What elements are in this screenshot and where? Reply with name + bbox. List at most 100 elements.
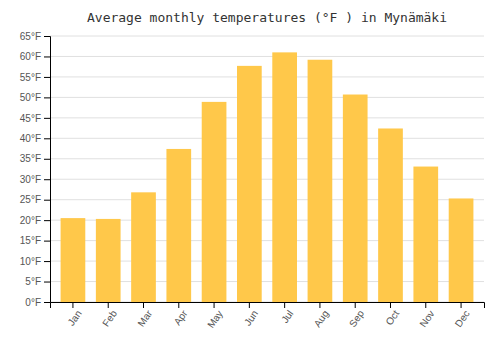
- x-tick-mark: [355, 302, 356, 308]
- y-tick-label: 55°F: [20, 72, 41, 83]
- y-tick-mark: [44, 138, 50, 139]
- bar: [166, 149, 191, 302]
- grid-line: [50, 36, 484, 37]
- y-tick-label: 0°F: [25, 297, 41, 308]
- x-tick-label: Oct: [383, 308, 401, 327]
- x-tick: Dec: [453, 302, 472, 329]
- bar: [272, 52, 297, 302]
- grid-line: [50, 97, 484, 98]
- y-tick: 25°F: [20, 194, 50, 205]
- x-tick-label: Jun: [242, 308, 260, 328]
- grid: [50, 36, 484, 302]
- x-tick-label: Jul: [279, 308, 295, 325]
- y-tick: 35°F: [20, 153, 50, 164]
- grid-line: [50, 76, 484, 77]
- y-tick: 50°F: [20, 92, 50, 103]
- y-tick-label: 30°F: [20, 174, 41, 185]
- x-tick-mark: [319, 302, 320, 308]
- y-tick: 15°F: [20, 235, 50, 246]
- bar: [237, 66, 262, 302]
- x-tick-label: Jan: [65, 308, 83, 328]
- y-tick: 60°F: [20, 51, 50, 62]
- y-tick-label: 60°F: [20, 51, 41, 62]
- x-tick-label: Nov: [417, 308, 436, 329]
- x-tick: Mar: [135, 302, 154, 329]
- x-tick-label: Sep: [347, 308, 366, 329]
- x-tick: May: [205, 302, 225, 330]
- bar: [378, 128, 403, 302]
- x-tick: Aug: [312, 302, 331, 329]
- y-axis: 0°F 5°F 10°F 15°F 20°F 25°F 30°F 35°F 40°F 45°F 50…: [20, 31, 51, 308]
- bar: [449, 198, 474, 302]
- x-tick: Nov: [417, 302, 436, 329]
- bars: [61, 52, 474, 302]
- x-tick: Sep: [347, 302, 366, 329]
- x-tick-mark: [249, 302, 250, 308]
- y-tick: 65°F: [20, 31, 50, 42]
- y-tick: 0°F: [25, 297, 50, 308]
- y-tick-label: 50°F: [20, 92, 41, 103]
- x-tick: Feb: [100, 302, 119, 329]
- bar: [343, 95, 368, 302]
- y-axis-line: [44, 37, 51, 303]
- y-tick-mark: [44, 282, 50, 283]
- bar: [202, 102, 227, 302]
- y-tick-label: 25°F: [20, 194, 41, 205]
- y-tick: 5°F: [25, 276, 50, 287]
- x-tick-mark: [390, 302, 391, 308]
- x-tick-label: May: [205, 308, 225, 330]
- x-tick: Apr: [172, 302, 190, 327]
- bar: [96, 219, 121, 302]
- x-tick-mark: [214, 302, 215, 308]
- y-tick-label: 45°F: [20, 113, 41, 124]
- y-tick: 20°F: [20, 215, 50, 226]
- y-tick-label: 65°F: [20, 31, 41, 42]
- y-tick: 30°F: [20, 174, 50, 185]
- y-tick-mark: [44, 56, 50, 57]
- y-tick-label: 15°F: [20, 235, 41, 246]
- grid-line: [50, 56, 484, 57]
- y-tick-mark: [44, 118, 50, 119]
- x-axis: Jan Feb Mar Apr May Jun Jul Aug Sep Oct Nov Dec: [51, 302, 485, 330]
- y-tick-mark: [44, 179, 50, 180]
- x-tick: Jan: [65, 302, 83, 328]
- y-tick-mark: [44, 241, 50, 242]
- y-tick-label: 5°F: [25, 276, 41, 287]
- grid-line: [50, 158, 484, 159]
- x-tick-mark: [143, 302, 144, 308]
- x-tick: Jul: [279, 302, 295, 325]
- bar: [308, 60, 333, 302]
- y-tick-label: 40°F: [20, 133, 41, 144]
- grid-line: [50, 117, 484, 118]
- chart: 0°F 5°F 10°F 15°F 20°F 25°F 30°F 35°F 40°F 45°F 50…: [0, 0, 500, 350]
- x-axis-line: [51, 303, 485, 309]
- bar: [131, 192, 156, 302]
- x-tick-mark: [284, 302, 285, 308]
- y-tick: 40°F: [20, 133, 50, 144]
- x-tick: Jun: [242, 302, 260, 328]
- x-tick-label: Dec: [453, 308, 472, 329]
- y-tick-label: 10°F: [20, 256, 41, 267]
- title: Average monthly temperatures (°F ) in My…: [87, 10, 447, 25]
- x-tick-mark: [425, 302, 426, 308]
- y-tick-mark: [44, 261, 50, 262]
- x-tick-mark: [178, 302, 179, 308]
- y-tick: 10°F: [20, 256, 50, 267]
- bar: [61, 218, 86, 302]
- y-tick-mark: [44, 200, 50, 201]
- x-tick-mark: [72, 302, 73, 308]
- y-tick-mark: [44, 220, 50, 221]
- x-tick: Oct: [383, 302, 401, 327]
- x-tick-label: Feb: [100, 308, 119, 329]
- plot: 0°F 5°F 10°F 15°F 20°F 25°F 30°F 35°F 40°F 45°F 50…: [20, 31, 485, 330]
- y-tick: 55°F: [20, 72, 50, 83]
- bar: [413, 167, 438, 302]
- x-tick-mark: [461, 302, 462, 308]
- grid-line: [50, 138, 484, 139]
- y-tick-mark: [44, 36, 50, 37]
- x-tick-label: Mar: [135, 308, 154, 329]
- y-tick-label: 20°F: [20, 215, 41, 226]
- y-tick-mark: [44, 159, 50, 160]
- y-tick-mark: [44, 77, 50, 78]
- y-tick: 45°F: [20, 113, 50, 124]
